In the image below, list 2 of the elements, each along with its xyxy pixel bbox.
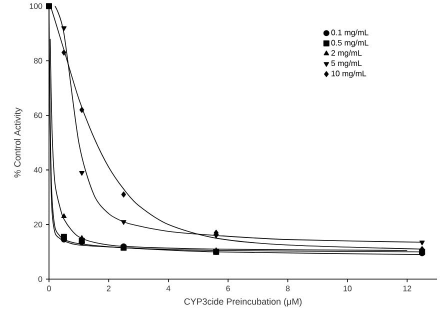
y-axis-title: % Control Activity <box>14 107 22 178</box>
x-axis-title: CYP3cide Preincubation (μM) <box>184 298 302 306</box>
